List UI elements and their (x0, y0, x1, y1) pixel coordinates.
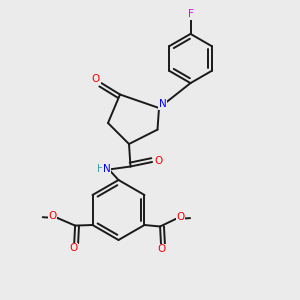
Text: F: F (188, 9, 194, 19)
Text: O: O (92, 74, 100, 84)
Text: O: O (70, 243, 78, 254)
Text: O: O (158, 244, 166, 254)
Text: N: N (159, 99, 167, 110)
Text: H: H (97, 164, 104, 174)
Text: O: O (154, 155, 163, 166)
Text: O: O (176, 212, 184, 222)
Text: O: O (49, 211, 57, 221)
Text: N: N (103, 164, 110, 174)
